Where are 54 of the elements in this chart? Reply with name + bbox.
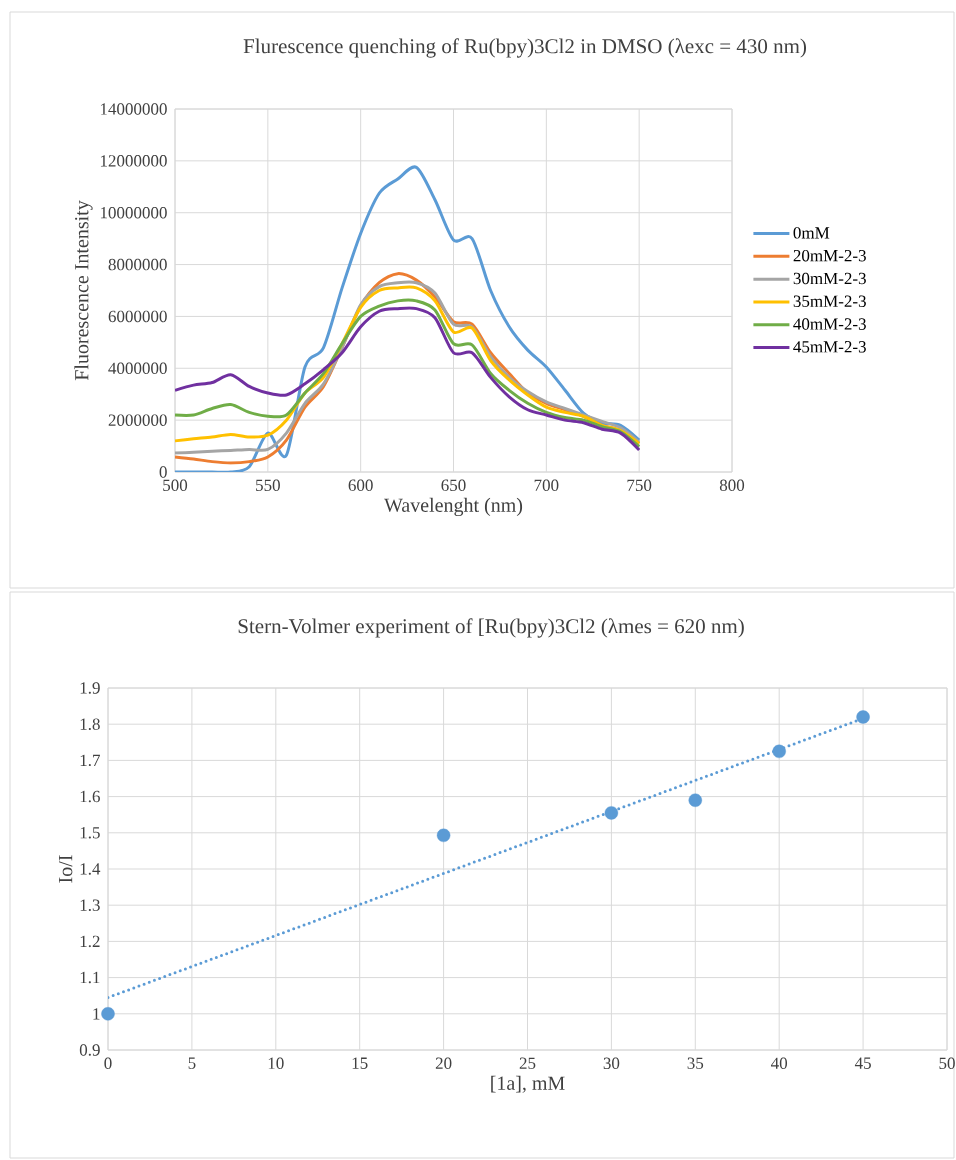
y-tick-label: 1.6 (80, 790, 100, 803)
x-tick-label: 750 (627, 479, 652, 492)
point (101, 1007, 115, 1021)
legend-label: 30mM-2-3 (793, 272, 866, 285)
point (436, 828, 451, 843)
x-tick-label: 500 (163, 479, 188, 492)
x-tick-label: 800 (719, 479, 745, 492)
legend-label: 0mM (793, 227, 830, 239)
y-tick-label: 0.9 (79, 1044, 100, 1056)
y-tick-label: 1.7 (80, 754, 100, 767)
y-tick-label: 2000000 (108, 414, 167, 426)
y-axis-title: Fluorescence Intensity (74, 200, 93, 381)
chart-title: Stern-Volmer experiment of [Ru(bpy)3Cl2 (λmes = 620 nm) (238, 618, 744, 638)
y-tick-label: 1 (93, 1008, 100, 1020)
y-tick-label: 1.5 (80, 827, 100, 839)
x-tick-label: 35 (687, 1057, 704, 1069)
x-tick-label: 5 (188, 1057, 196, 1069)
y-tick-label: 0 (159, 466, 167, 478)
point (772, 744, 786, 759)
x-tick-label: 20 (435, 1057, 452, 1069)
x-tick-label: 50 (939, 1057, 955, 1069)
y-tick-label: 1.3 (80, 899, 100, 911)
x-tick-label: 15 (352, 1057, 368, 1069)
x-tick-label: 45 (854, 1057, 871, 1069)
y-tick-label: 1.8 (80, 718, 100, 730)
x-tick-label: 650 (441, 479, 466, 492)
x-axis-title: [1a], mM (491, 1075, 565, 1093)
x-axis-title: Wavelenght (nm) (384, 497, 523, 517)
y-tick-label: 8000000 (108, 258, 167, 271)
y-tick-label: 1.1 (80, 971, 100, 984)
point (604, 806, 619, 820)
y-tick-label: 6000000 (108, 310, 167, 323)
x-tick-label: 30 (603, 1057, 620, 1069)
x-tick-label: 600 (348, 479, 373, 492)
point (856, 710, 870, 724)
y-axis-title: Io/I (58, 855, 73, 883)
y-tick-label: 10000000 (100, 206, 167, 219)
x-tick-label: 40 (771, 1057, 788, 1069)
x-tick-label: 10 (268, 1057, 284, 1069)
y-tick-label: 12000000 (100, 155, 167, 167)
x-tick-label: 550 (256, 479, 280, 492)
y-tick-label: 1.9 (80, 682, 100, 694)
legend-label: 45mM-2-3 (793, 341, 866, 353)
point (688, 793, 702, 807)
y-tick-label: 4000000 (108, 362, 167, 375)
legend-label: 40mM-2-3 (793, 318, 866, 330)
y-tick-label: 14000000 (100, 103, 167, 115)
x-tick-label: 25 (519, 1057, 536, 1069)
y-tick-label: 1.4 (80, 863, 101, 875)
y-tick-label: 1.2 (80, 935, 100, 948)
x-tick-label: 700 (534, 479, 559, 492)
chart-title: Flurescence quenching of Ru(bpy)3Cl2 in DMSO (λexc = 430 nm) (243, 38, 807, 58)
legend-label: 20mM-2-3 (793, 249, 866, 262)
legend-label: 35mM-2-3 (793, 295, 866, 307)
